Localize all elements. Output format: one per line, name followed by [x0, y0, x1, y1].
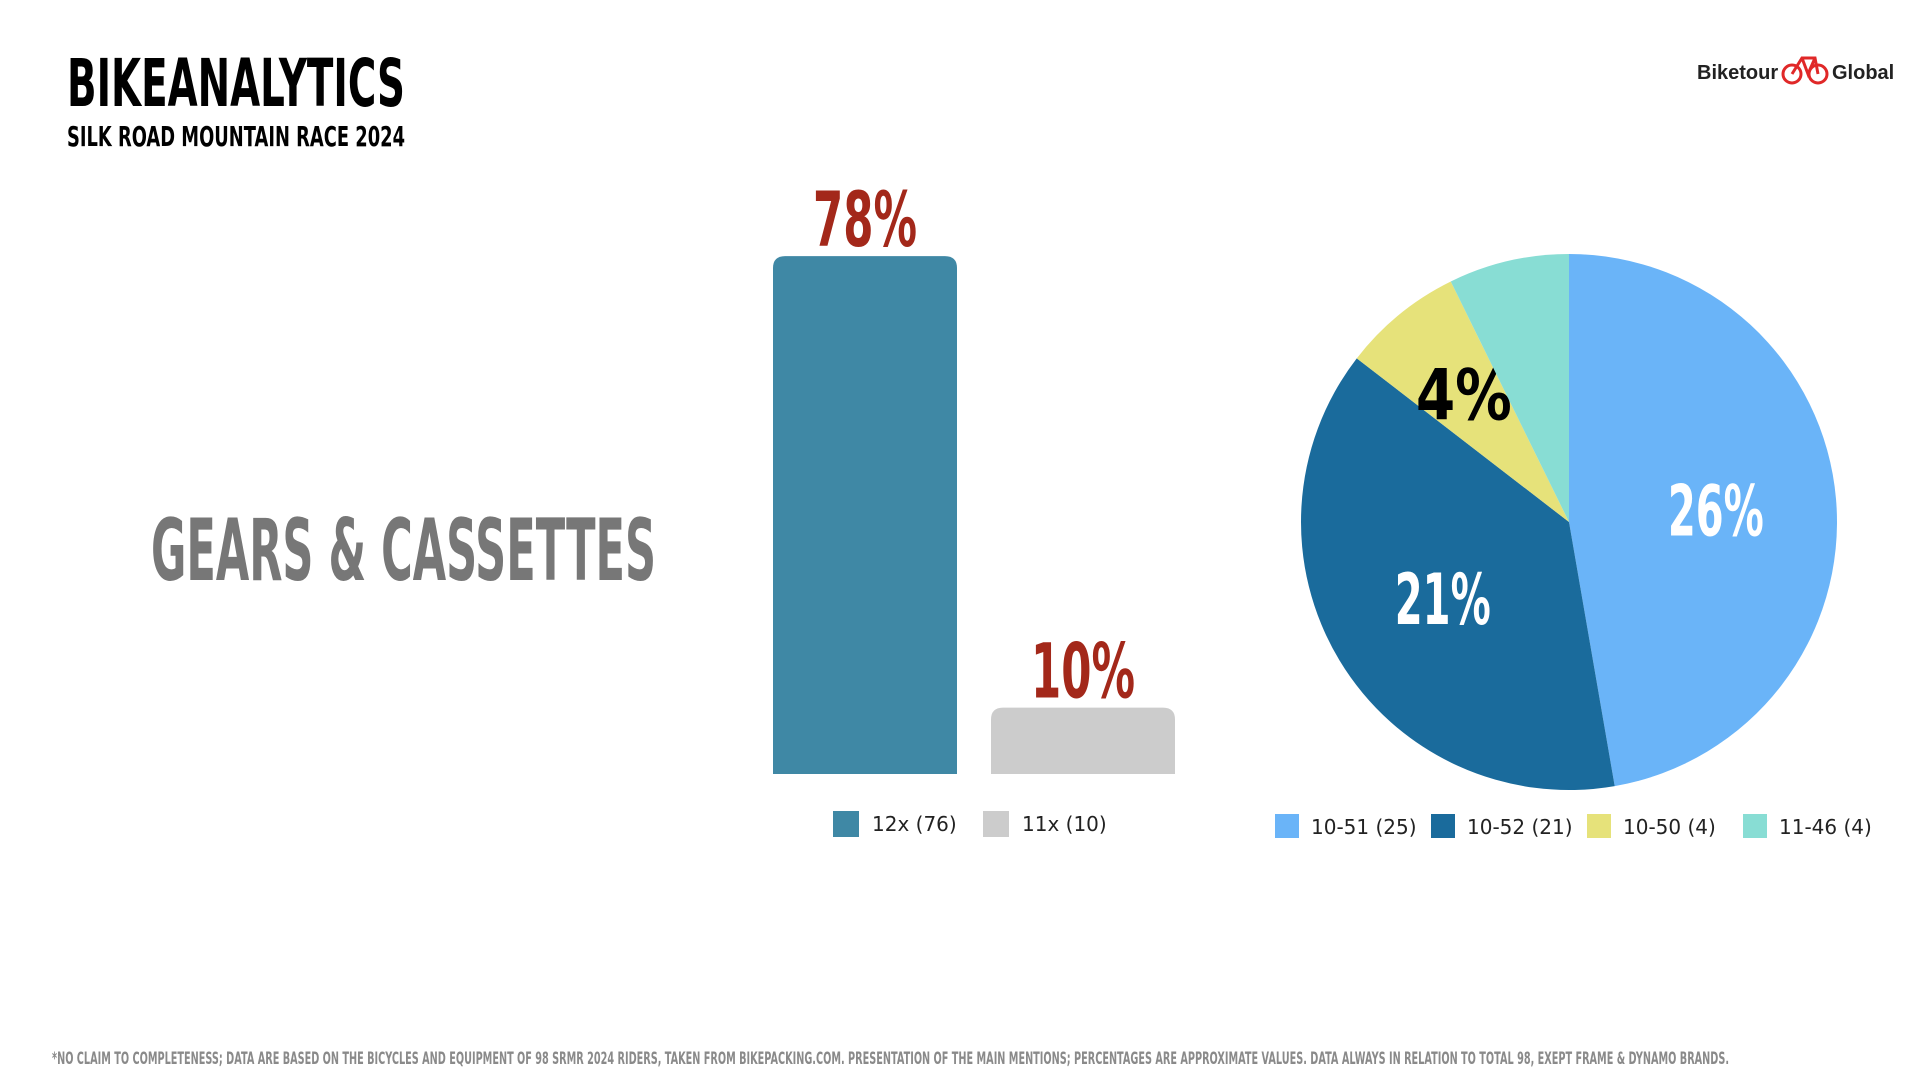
- legend-swatch: [1587, 814, 1611, 838]
- logo-text: Global: [1832, 62, 1894, 84]
- pie-slice: [1356, 281, 1569, 522]
- legend-label: 10-52 (21): [1467, 815, 1573, 839]
- value-label: 10%: [1031, 627, 1135, 716]
- legend-label: 11-46 (4): [1779, 815, 1872, 839]
- bar: [773, 256, 957, 775]
- slice-label: 21%: [1395, 559, 1491, 641]
- footnote: *NO CLAIM TO COMPLETENESS; DATA ARE BASE…: [52, 1049, 1729, 1069]
- subtitle: SILK ROAD MOUNTAIN RACE 2024: [67, 120, 405, 153]
- legend-swatch: [833, 811, 859, 837]
- title: BIKEANALYTICS: [67, 45, 405, 122]
- section-title: GEARS & CASSETTES: [151, 501, 656, 601]
- legend-label: 10-50 (4): [1623, 815, 1716, 839]
- legend-swatch: [1275, 814, 1299, 838]
- legend-label: 10-51 (25): [1311, 815, 1417, 839]
- legend-swatch: [983, 811, 1009, 837]
- logo-icon: [1781, 56, 1829, 85]
- legend-swatch: [1431, 814, 1455, 838]
- pie-slice: [1569, 254, 1837, 787]
- legend-swatch: [1743, 814, 1767, 838]
- value-label: 78%: [813, 175, 917, 264]
- pie-slice: [1300, 358, 1615, 790]
- legend-label: 12x (76): [872, 812, 957, 836]
- slice-label: 26%: [1668, 470, 1764, 552]
- legend-label: 11x (10): [1022, 812, 1107, 836]
- logo-text: Biketour: [1697, 62, 1778, 84]
- pie-slice: [1450, 254, 1569, 522]
- bar: [991, 707, 1175, 774]
